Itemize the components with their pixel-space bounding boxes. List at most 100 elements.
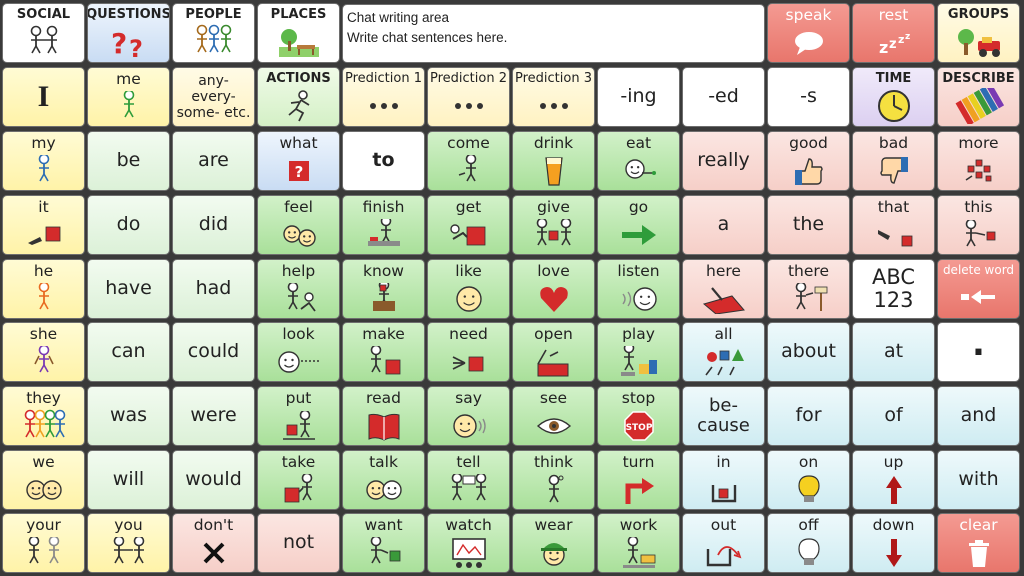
- were-button[interactable]: were: [172, 386, 255, 446]
- abc-123-button[interactable]: ABC 123: [852, 259, 935, 319]
- here-button[interactable]: here: [682, 259, 765, 319]
- questions-button[interactable]: QUESTIONS??: [87, 3, 170, 63]
- have-button[interactable]: have: [87, 259, 170, 319]
- really-button[interactable]: really: [682, 131, 765, 191]
- i-button[interactable]: I: [2, 67, 85, 127]
- go-button[interactable]: go: [597, 195, 680, 255]
- get-button[interactable]: get: [427, 195, 510, 255]
- social-button[interactable]: SOCIAL: [2, 3, 85, 63]
- people-button[interactable]: PEOPLE: [172, 3, 255, 63]
- prediction-3-button[interactable]: Prediction 3: [512, 67, 595, 127]
- don-t-button[interactable]: don't: [172, 513, 255, 573]
- for-button[interactable]: for: [767, 386, 850, 446]
- drink-button[interactable]: drink: [512, 131, 595, 191]
- need-button[interactable]: need: [427, 322, 510, 382]
- would-button[interactable]: would: [172, 450, 255, 510]
- up-button[interactable]: up: [852, 450, 935, 510]
- that-button[interactable]: that: [852, 195, 935, 255]
- can-button[interactable]: can: [87, 322, 170, 382]
- stop-button[interactable]: stop STOP: [597, 386, 680, 446]
- chat-writing-area[interactable]: Chat writing area Write chat sentences h…: [342, 4, 765, 63]
- open-button[interactable]: open: [512, 322, 595, 382]
- wear-button[interactable]: wear: [512, 513, 595, 573]
- feel-button[interactable]: feel: [257, 195, 340, 255]
- actions-button[interactable]: ACTIONS: [257, 67, 340, 127]
- my-button[interactable]: my: [2, 131, 85, 191]
- with-button[interactable]: with: [937, 450, 1020, 510]
- finish-button[interactable]: finish: [342, 195, 425, 255]
- you-button[interactable]: you: [87, 513, 170, 573]
- the-button[interactable]: the: [767, 195, 850, 255]
- he-button[interactable]: he: [2, 259, 85, 319]
- she-button[interactable]: she: [2, 322, 85, 382]
- delete-word-button[interactable]: delete word: [937, 259, 1020, 319]
- think-button[interactable]: think: [512, 450, 595, 510]
- do-button[interactable]: do: [87, 195, 170, 255]
- was-button[interactable]: was: [87, 386, 170, 446]
- speak-button[interactable]: speak: [767, 3, 850, 63]
- at-button[interactable]: at: [852, 322, 935, 382]
- like-button[interactable]: like: [427, 259, 510, 319]
- come-button[interactable]: come: [427, 131, 510, 191]
- groups-button[interactable]: GROUPS: [937, 3, 1020, 63]
- any-every-some-etc-button[interactable]: any- every- some- etc.: [172, 67, 255, 127]
- all-button[interactable]: all: [682, 322, 765, 382]
- clear-button[interactable]: clear: [937, 513, 1020, 573]
- give-button[interactable]: give: [512, 195, 595, 255]
- in-button[interactable]: in: [682, 450, 765, 510]
- me-button[interactable]: me: [87, 67, 170, 127]
- make-button[interactable]: make: [342, 322, 425, 382]
- could-button[interactable]: could: [172, 322, 255, 382]
- it-button[interactable]: it: [2, 195, 85, 255]
- period-button[interactable]: .: [937, 322, 1020, 382]
- what-button[interactable]: what?: [257, 131, 340, 191]
- eat-button[interactable]: eat: [597, 131, 680, 191]
- be-button[interactable]: be: [87, 131, 170, 191]
- describe-button[interactable]: DESCRIBE: [937, 67, 1020, 127]
- say-button[interactable]: say: [427, 386, 510, 446]
- a-button[interactable]: a: [682, 195, 765, 255]
- ed-button[interactable]: -ed: [682, 67, 765, 127]
- talk-button[interactable]: talk: [342, 450, 425, 510]
- put-button[interactable]: put: [257, 386, 340, 446]
- on-button[interactable]: on: [767, 450, 850, 510]
- we-button[interactable]: we: [2, 450, 85, 510]
- prediction-1-button[interactable]: Prediction 1: [342, 67, 425, 127]
- this-button[interactable]: this: [937, 195, 1020, 255]
- listen-button[interactable]: listen: [597, 259, 680, 319]
- and-button[interactable]: and: [937, 386, 1020, 446]
- know-button[interactable]: know: [342, 259, 425, 319]
- ing-button[interactable]: -ing: [597, 67, 680, 127]
- there-button[interactable]: there: [767, 259, 850, 319]
- prediction-2-button[interactable]: Prediction 2: [427, 67, 510, 127]
- read-button[interactable]: read: [342, 386, 425, 446]
- of-button[interactable]: of: [852, 386, 935, 446]
- good-button[interactable]: good: [767, 131, 850, 191]
- bad-button[interactable]: bad: [852, 131, 935, 191]
- places-button[interactable]: PLACES: [257, 3, 340, 63]
- want-button[interactable]: want: [342, 513, 425, 573]
- to-button[interactable]: to: [342, 131, 425, 191]
- look-button[interactable]: look: [257, 322, 340, 382]
- more-button[interactable]: more: [937, 131, 1020, 191]
- see-button[interactable]: see: [512, 386, 595, 446]
- tell-button[interactable]: tell: [427, 450, 510, 510]
- down-button[interactable]: down: [852, 513, 935, 573]
- help-button[interactable]: help: [257, 259, 340, 319]
- are-button[interactable]: are: [172, 131, 255, 191]
- had-button[interactable]: had: [172, 259, 255, 319]
- your-button[interactable]: your: [2, 513, 85, 573]
- off-button[interactable]: off: [767, 513, 850, 573]
- rest-button[interactable]: rest z z z z: [852, 3, 935, 63]
- play-button[interactable]: play: [597, 322, 680, 382]
- out-button[interactable]: out: [682, 513, 765, 573]
- take-button[interactable]: take: [257, 450, 340, 510]
- time-button[interactable]: TIME: [852, 67, 935, 127]
- they-button[interactable]: they: [2, 386, 85, 446]
- s-button[interactable]: -s: [767, 67, 850, 127]
- love-button[interactable]: love: [512, 259, 595, 319]
- not-button[interactable]: not: [257, 513, 340, 573]
- did-button[interactable]: did: [172, 195, 255, 255]
- watch-button[interactable]: watch: [427, 513, 510, 573]
- about-button[interactable]: about: [767, 322, 850, 382]
